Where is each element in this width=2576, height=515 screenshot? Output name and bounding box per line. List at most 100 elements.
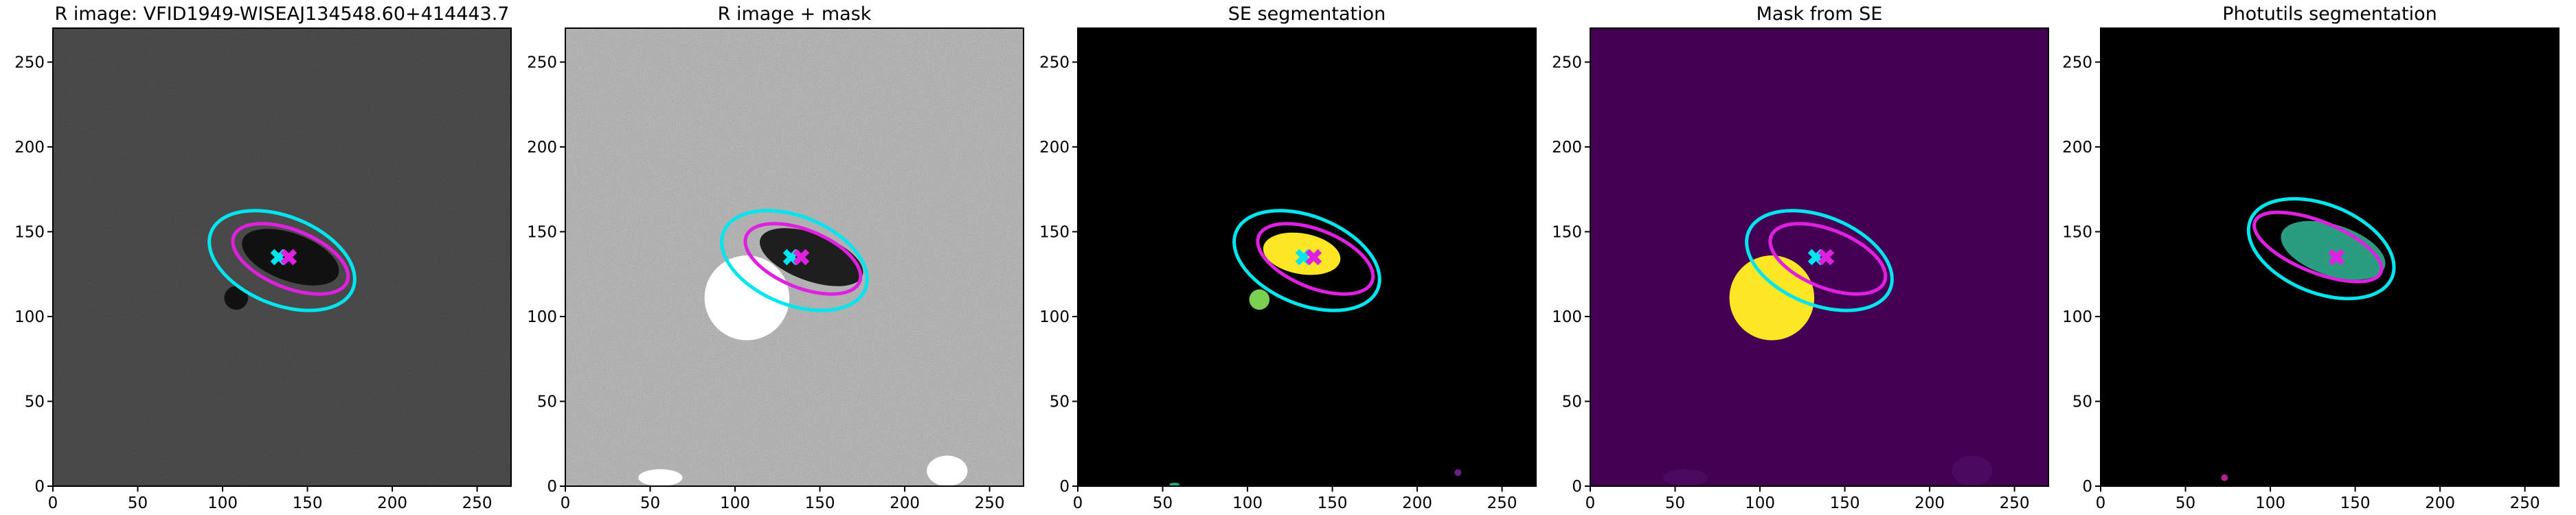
y-tick-label: 150 <box>1552 223 1582 241</box>
aperture-ellipse <box>1232 209 1381 312</box>
aperture-ellipse <box>720 209 869 312</box>
x-tick-label: 0 <box>2096 494 2106 512</box>
panel-title: Mask from SE <box>1756 3 1883 25</box>
x-tick-label: 200 <box>377 494 407 512</box>
aperture-ellipse <box>2246 196 2396 301</box>
y-tick-label: 0 <box>34 478 45 496</box>
y-tick-label: 0 <box>2082 478 2092 496</box>
aperture-ellipse <box>2252 210 2384 284</box>
axes-frame <box>2100 27 2560 487</box>
panel-title: R image: VFID1949-WISEAJ134548.60+414443… <box>55 3 510 25</box>
region <box>638 469 683 486</box>
x-tick-label: 250 <box>2510 494 2540 512</box>
y-tick-label: 150 <box>2062 223 2092 241</box>
y-tick-label: 150 <box>14 223 45 241</box>
region <box>224 286 249 310</box>
y-tick-label: 0 <box>1059 478 1070 496</box>
x-tick-label: 0 <box>1585 494 1596 512</box>
y-tick-label: 250 <box>1039 54 1070 71</box>
panel-title: SE segmentation <box>1228 3 1386 25</box>
axes-frame <box>1077 27 1537 487</box>
region <box>704 255 790 341</box>
y-tick-label: 100 <box>2062 308 2092 326</box>
x-tick-label: 100 <box>207 494 238 512</box>
center-marker <box>1305 249 1322 266</box>
x-tick-label: 0 <box>48 494 58 512</box>
axes-frame <box>1590 27 2049 487</box>
y-tick-label: 200 <box>1039 139 1070 157</box>
y-tick-label: 100 <box>1039 308 1070 326</box>
region <box>1454 469 1462 477</box>
x-tick-label: 250 <box>1487 494 1517 512</box>
x-tick-label: 150 <box>805 494 835 512</box>
center-marker <box>280 249 297 266</box>
panel <box>1078 28 1536 486</box>
x-tick-label: 150 <box>293 494 323 512</box>
region <box>1169 483 1180 486</box>
center-marker <box>1818 249 1835 266</box>
x-tick-label: 150 <box>1830 494 1860 512</box>
x-tick-label: 250 <box>975 494 1005 512</box>
y-tick-label: 250 <box>14 54 45 71</box>
y-tick-label: 50 <box>537 393 557 411</box>
region <box>1952 455 1993 486</box>
panel-title: R image + mask <box>718 3 872 25</box>
y-tick-label: 0 <box>1572 478 1582 496</box>
x-tick-label: 50 <box>640 494 660 512</box>
x-tick-label: 50 <box>1665 494 1685 512</box>
x-tick-label: 200 <box>1402 494 1432 512</box>
y-tick-label: 250 <box>2062 54 2092 71</box>
panel-title: Photutils segmentation <box>2222 3 2437 25</box>
aperture-ellipse <box>743 222 863 296</box>
y-tick-label: 50 <box>2072 393 2092 411</box>
y-tick-label: 200 <box>14 139 45 157</box>
aperture-ellipse <box>1745 209 1894 312</box>
x-tick-label: 50 <box>128 494 148 512</box>
x-tick-label: 50 <box>1153 494 1173 512</box>
aperture-ellipse <box>1768 222 1888 296</box>
center-marker <box>2328 249 2345 266</box>
y-tick-label: 150 <box>527 223 557 241</box>
axes-frame <box>565 27 1024 487</box>
x-tick-label: 100 <box>2255 494 2285 512</box>
y-tick-label: 100 <box>14 308 45 326</box>
aperture-ellipse <box>231 222 350 296</box>
x-tick-label: 100 <box>720 494 750 512</box>
region <box>759 228 863 286</box>
x-tick-label: 100 <box>1232 494 1263 512</box>
aperture-ellipse <box>1256 222 1375 296</box>
y-tick-label: 50 <box>1050 393 1070 411</box>
x-tick-label: 150 <box>1318 494 1348 512</box>
y-tick-label: 150 <box>1039 223 1070 241</box>
x-tick-label: 250 <box>462 494 493 512</box>
y-tick-label: 200 <box>527 139 557 157</box>
axes-frame <box>52 27 512 487</box>
panel <box>1590 28 2048 486</box>
x-tick-label: 200 <box>1914 494 1945 512</box>
y-tick-label: 50 <box>25 393 45 411</box>
region <box>1663 469 1708 486</box>
x-tick-label: 200 <box>890 494 920 512</box>
x-tick-label: 100 <box>1745 494 1775 512</box>
region <box>1249 289 1270 310</box>
x-tick-label: 150 <box>2340 494 2371 512</box>
x-tick-label: 0 <box>561 494 571 512</box>
panel <box>565 28 1024 486</box>
y-tick-label: 250 <box>1552 54 1582 71</box>
y-tick-label: 250 <box>527 54 557 71</box>
region <box>2221 474 2228 481</box>
y-tick-label: 100 <box>1552 308 1582 326</box>
y-tick-label: 200 <box>1552 139 1582 157</box>
panel <box>53 28 511 486</box>
x-tick-label: 0 <box>1073 494 1083 512</box>
region <box>927 455 968 486</box>
x-tick-label: 200 <box>2425 494 2455 512</box>
x-tick-label: 250 <box>2000 494 2030 512</box>
y-tick-label: 0 <box>547 478 557 496</box>
y-tick-label: 200 <box>2062 139 2092 157</box>
y-tick-label: 100 <box>527 308 557 326</box>
aperture-ellipse <box>207 209 357 312</box>
y-tick-label: 50 <box>1562 393 1582 411</box>
x-tick-label: 50 <box>2176 494 2195 512</box>
